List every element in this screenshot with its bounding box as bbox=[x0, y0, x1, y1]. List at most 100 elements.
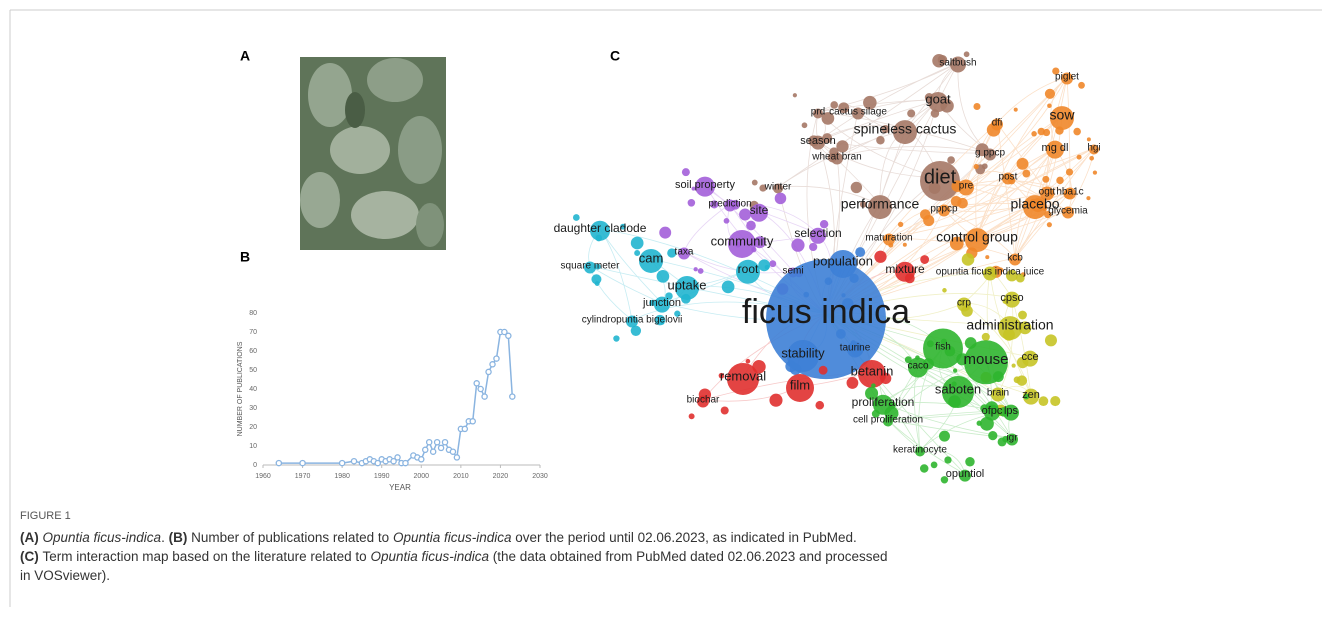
caption-text: (C) bbox=[20, 549, 43, 564]
node bbox=[1006, 433, 1018, 446]
term-label: community bbox=[711, 233, 774, 248]
term-label: caco bbox=[907, 361, 929, 372]
link bbox=[943, 76, 1068, 210]
term-label: square meter bbox=[561, 261, 621, 272]
data-point bbox=[493, 355, 500, 362]
term-label: pre bbox=[959, 181, 974, 192]
node-dot bbox=[981, 332, 990, 341]
term-label: igr bbox=[1006, 433, 1018, 444]
node-dot bbox=[973, 163, 979, 170]
link bbox=[1066, 76, 1071, 193]
term-label: crp bbox=[957, 298, 971, 309]
data-point bbox=[441, 438, 449, 446]
node-dot bbox=[693, 267, 698, 272]
node-dot bbox=[1086, 196, 1091, 201]
node-dot bbox=[815, 400, 825, 410]
node bbox=[811, 135, 825, 150]
data-line bbox=[278, 331, 514, 465]
node-dot bbox=[572, 214, 580, 221]
node-dot bbox=[818, 365, 828, 375]
figure-label: FIGURE 1 bbox=[20, 510, 71, 522]
term-label: hba1c bbox=[1056, 187, 1083, 198]
node bbox=[773, 183, 783, 194]
node bbox=[908, 357, 928, 378]
node bbox=[584, 261, 596, 274]
caption-line: in VOSviewer). bbox=[20, 566, 888, 585]
term-label: winter bbox=[764, 182, 792, 193]
y-tick-label: 20 bbox=[249, 424, 257, 431]
node-dot bbox=[855, 247, 866, 258]
data-point bbox=[418, 456, 425, 463]
node-dot bbox=[973, 103, 981, 111]
data-point bbox=[390, 457, 397, 465]
node bbox=[1002, 172, 1014, 185]
link bbox=[1014, 147, 1095, 259]
node bbox=[965, 228, 989, 253]
node bbox=[750, 203, 768, 222]
caption-text: Opuntia ficus-indica bbox=[392, 530, 512, 545]
node-dot bbox=[821, 112, 835, 125]
node-dot bbox=[745, 358, 751, 364]
node-dot bbox=[865, 386, 879, 400]
x-tick-label: 1960 bbox=[255, 473, 271, 480]
node-dot bbox=[930, 461, 938, 469]
data-point bbox=[275, 459, 283, 467]
node-dot bbox=[874, 250, 887, 263]
term-label: piglet bbox=[1055, 72, 1079, 83]
node-dot bbox=[985, 401, 999, 415]
x-tick-label: 2000 bbox=[413, 473, 429, 480]
term-label: site bbox=[750, 203, 769, 217]
term-label: wheat bran bbox=[811, 152, 861, 163]
node-dot bbox=[1006, 269, 1018, 282]
term-label: opuntia ficus indica juice bbox=[936, 267, 1045, 278]
node-dot bbox=[1042, 175, 1050, 183]
term-label: mg dl bbox=[1042, 142, 1069, 154]
caption-text: (the data obtained from PubMed dated 02.… bbox=[489, 549, 888, 564]
term-label: daughter cladode bbox=[554, 221, 647, 235]
node-dot bbox=[1076, 154, 1082, 160]
node bbox=[893, 120, 917, 145]
node-dot bbox=[630, 325, 642, 336]
term-label: stability bbox=[781, 345, 825, 360]
link bbox=[777, 62, 959, 188]
node-dot bbox=[594, 263, 601, 270]
node bbox=[957, 297, 971, 312]
term-label: cactus silage bbox=[829, 107, 887, 118]
panel-label: A bbox=[240, 48, 250, 64]
link bbox=[817, 62, 959, 142]
term-label: mixture bbox=[885, 262, 925, 276]
node bbox=[1023, 388, 1039, 405]
term-label: g ppcp bbox=[975, 148, 1005, 159]
link bbox=[589, 265, 663, 304]
data-point bbox=[425, 438, 433, 446]
term-label: dfi bbox=[992, 118, 1003, 129]
term-label: junction bbox=[642, 297, 681, 309]
term-label: spineless cactus bbox=[854, 121, 957, 137]
data-point bbox=[429, 448, 437, 455]
node bbox=[810, 227, 826, 244]
term-label: uptake bbox=[667, 277, 706, 292]
node-dot bbox=[1063, 189, 1074, 200]
node bbox=[858, 359, 886, 388]
node bbox=[883, 233, 895, 246]
term-label: glycemia bbox=[1048, 206, 1088, 217]
data-point bbox=[509, 393, 516, 400]
data-point bbox=[338, 459, 346, 467]
node bbox=[852, 107, 864, 120]
node-dot bbox=[827, 152, 838, 163]
node bbox=[915, 446, 925, 457]
node-dot bbox=[656, 270, 670, 283]
node-dot bbox=[1056, 176, 1064, 185]
term-label: root bbox=[738, 262, 759, 276]
caption-text: Number of publications related to bbox=[191, 530, 393, 545]
node-dot bbox=[876, 135, 885, 145]
y-axis-label: NUMBER OF PUBLICATIONS bbox=[237, 341, 244, 436]
term-label: prd bbox=[811, 107, 825, 118]
data-point bbox=[437, 444, 445, 452]
labels: saltbush goat cactus silage prd spineless ca… bbox=[554, 58, 1101, 480]
caption-text: Term interaction map based on the litera… bbox=[42, 549, 371, 564]
term-label: keratinocyte bbox=[893, 445, 947, 456]
term-label: zen bbox=[1022, 389, 1040, 401]
node bbox=[1061, 72, 1073, 85]
